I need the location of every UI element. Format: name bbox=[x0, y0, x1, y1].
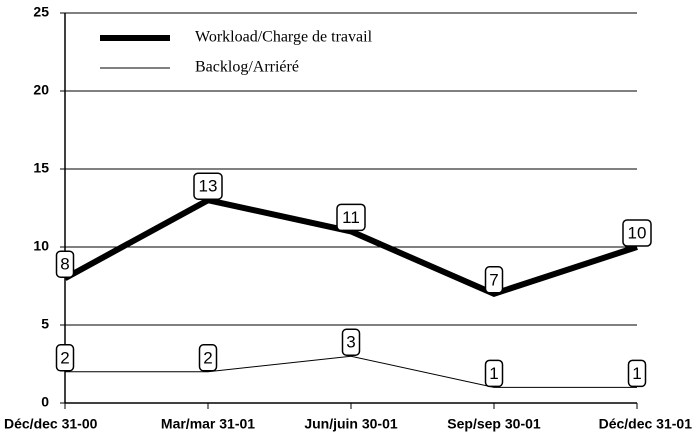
legend-label: Workload/Charge de travail bbox=[195, 29, 373, 46]
y-tick-label: 5 bbox=[41, 316, 49, 332]
data-label-box bbox=[341, 328, 361, 356]
y-tick-label: 10 bbox=[33, 238, 49, 254]
data-label-box bbox=[484, 266, 504, 294]
y-tick-label: 0 bbox=[41, 394, 49, 410]
x-tick-label: Déc/dec 31-01 bbox=[599, 416, 693, 432]
data-label-box bbox=[336, 203, 366, 232]
data-label-box bbox=[622, 219, 652, 247]
y-tick-label: 15 bbox=[33, 160, 49, 176]
data-label-box bbox=[198, 344, 218, 372]
data-label-box bbox=[484, 359, 504, 388]
x-tick-label: Jun/juin 30-01 bbox=[304, 416, 398, 432]
data-label: 7 bbox=[489, 270, 498, 289]
data-label: 11 bbox=[342, 208, 360, 227]
data-label: 2 bbox=[60, 348, 69, 367]
data-label: 13 bbox=[199, 177, 218, 196]
data-label-box bbox=[55, 344, 75, 372]
data-label: 8 bbox=[60, 255, 69, 274]
data-label: 1 bbox=[632, 364, 641, 383]
data-label-box bbox=[55, 250, 75, 278]
data-label: 3 bbox=[346, 333, 355, 352]
line-series bbox=[63, 197, 638, 298]
legend-label: Backlog/Arriéré bbox=[195, 59, 299, 76]
data-label: 1 bbox=[489, 364, 498, 383]
data-label-box bbox=[193, 172, 223, 200]
y-tick-label: 25 bbox=[33, 4, 49, 20]
line-series bbox=[65, 355, 637, 388]
x-tick-label: Sep/sep 30-01 bbox=[447, 416, 541, 432]
data-label: 2 bbox=[203, 348, 212, 367]
y-tick-label: 20 bbox=[33, 82, 49, 98]
x-tick-label: Déc/dec 31-00 bbox=[4, 416, 98, 432]
x-tick-label: Mar/mar 31-01 bbox=[161, 416, 255, 432]
data-label-box bbox=[627, 359, 647, 388]
data-label: 10 bbox=[628, 223, 647, 242]
